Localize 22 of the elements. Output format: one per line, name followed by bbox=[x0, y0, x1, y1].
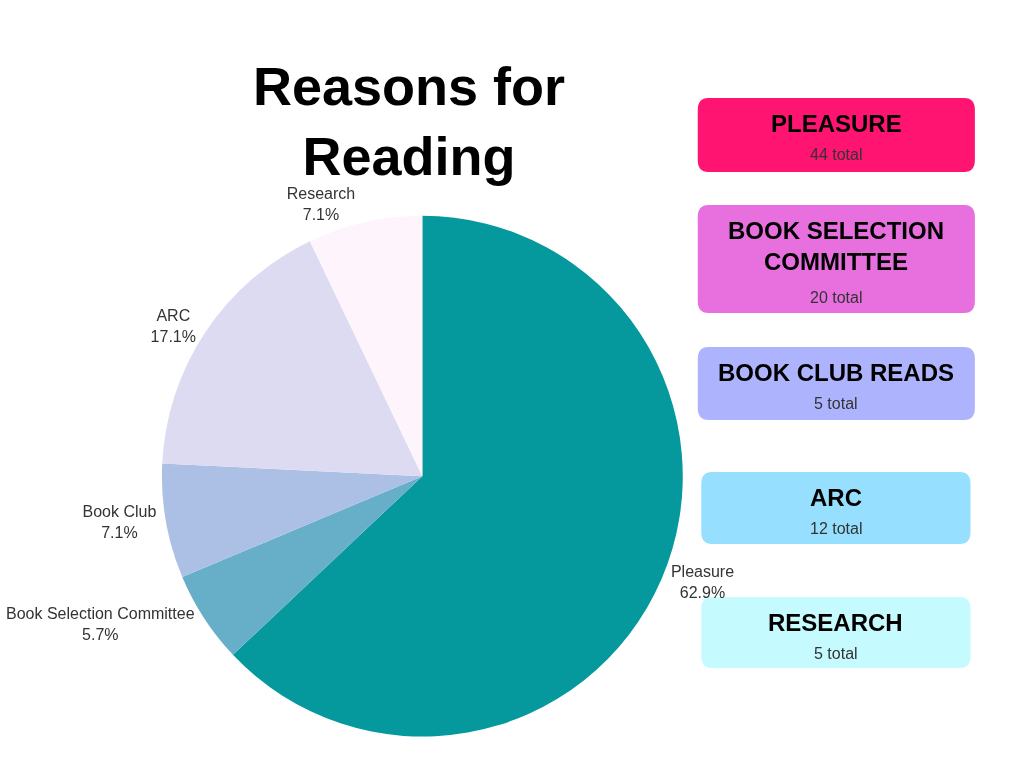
text: BOOK SELECTION COMMITTEE bbox=[728, 217, 945, 276]
data-label: 62.9% bbox=[679, 584, 726, 602]
text: 12 total bbox=[810, 520, 863, 537]
text: ARC bbox=[810, 484, 862, 511]
slice-label: Pleasure bbox=[670, 563, 735, 581]
text: BOOK CLUB READS bbox=[718, 359, 955, 386]
slice-label: ARC bbox=[156, 307, 191, 325]
chart-title: Reasons for Reading bbox=[253, 56, 566, 187]
slice-label: Book Selection Committee bbox=[6, 604, 195, 622]
text: 5 total bbox=[814, 395, 858, 412]
text: PLEASURE bbox=[771, 110, 902, 137]
slice-label: Book Club bbox=[82, 503, 157, 521]
data-label: 17.1% bbox=[150, 328, 196, 346]
text: RESEARCH bbox=[768, 609, 903, 636]
data-label: 7.1% bbox=[101, 523, 138, 541]
pie-slice bbox=[162, 463, 423, 578]
text: 20 total bbox=[810, 289, 863, 306]
text: 5 total bbox=[814, 645, 858, 662]
data-label: 7.1% bbox=[302, 206, 340, 224]
slice-label: Research bbox=[286, 185, 356, 203]
data-label: 5.7% bbox=[82, 625, 119, 643]
text: 44 total bbox=[810, 146, 863, 163]
